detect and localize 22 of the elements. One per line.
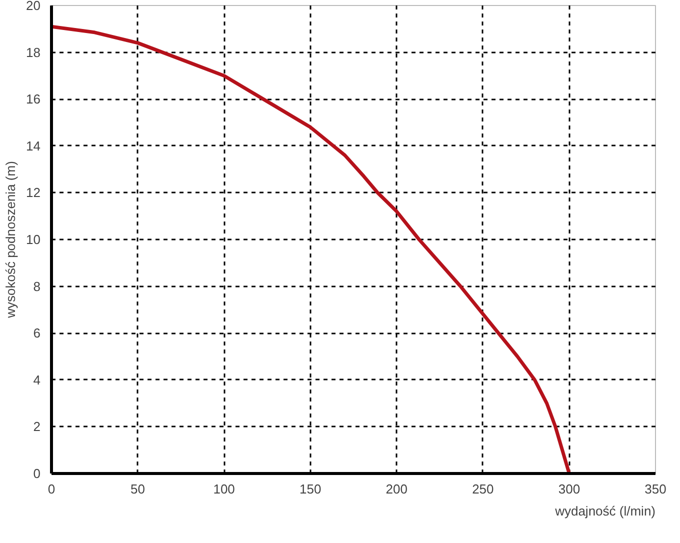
y-tick-label: 2: [33, 419, 41, 434]
y-tick-label: 14: [26, 138, 41, 154]
x-tick-label: 100: [213, 482, 235, 496]
x-tick-label: 0: [48, 482, 56, 496]
y-tick-label: 10: [26, 232, 41, 247]
y-axis-title: wysokość podnoszenia (m): [3, 161, 18, 319]
line-series: [52, 24, 571, 474]
x-tick-label: 150: [300, 482, 322, 496]
y-tick-label: 12: [26, 185, 41, 200]
x-tick-label: 300: [558, 482, 580, 496]
y-tick-label: 18: [26, 44, 41, 60]
y-tick-label: 6: [33, 326, 41, 341]
x-tick-label: 250: [472, 482, 494, 496]
x-tick-label: 50: [130, 482, 146, 496]
x-tick-label: 200: [386, 482, 408, 496]
y-tick-label: 8: [33, 278, 41, 294]
y-tick-label: 0: [33, 466, 41, 481]
y-tick-label: 16: [26, 92, 41, 107]
y-tick-label: 4: [33, 372, 41, 388]
x-tick-label: 350: [644, 482, 666, 496]
x-axis-title: wydajność (l/min): [554, 504, 656, 518]
y-tick-label: 20: [26, 0, 41, 13]
